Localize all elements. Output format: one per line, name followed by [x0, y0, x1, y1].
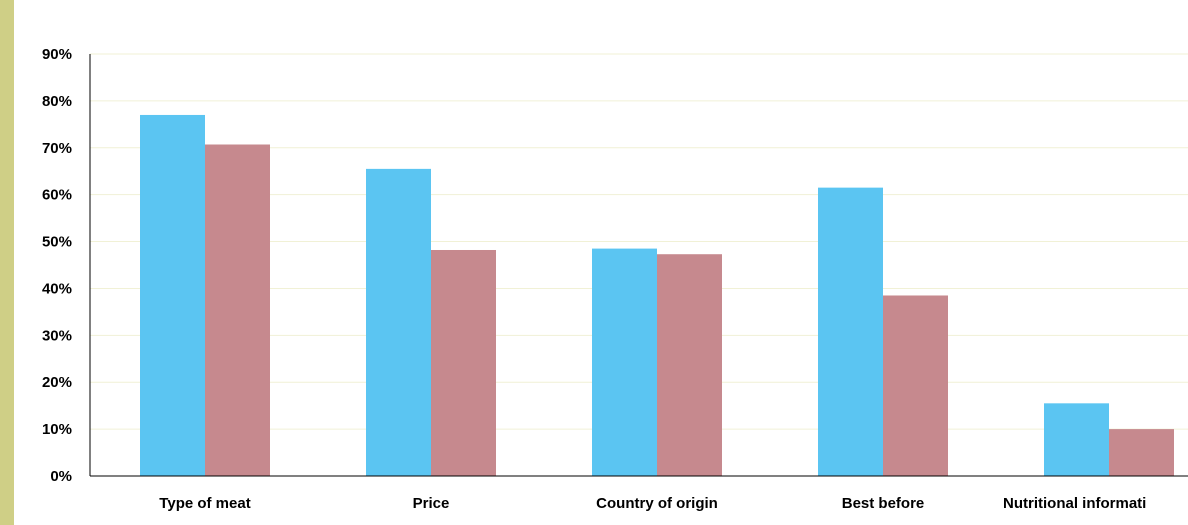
y-tick-label: 60%	[42, 187, 72, 204]
bar	[883, 295, 948, 476]
y-tick-label: 70%	[42, 140, 72, 157]
bar	[431, 249, 496, 476]
y-tick-label: 90%	[42, 46, 72, 63]
y-tick-label: 50%	[42, 234, 72, 251]
bar	[657, 254, 722, 476]
y-tick-label: 20%	[42, 374, 72, 391]
y-tick-label: 80%	[42, 93, 72, 110]
bar	[592, 248, 657, 476]
left-accent-bar	[0, 0, 14, 525]
bar	[205, 144, 270, 477]
x-tick-label: Country of origin	[596, 495, 718, 512]
x-tick-label: Best before	[842, 495, 925, 512]
x-tick-label: Nutritional informati	[1003, 495, 1146, 512]
x-tick-label: Type of meat	[159, 495, 250, 512]
bar	[140, 114, 205, 476]
y-tick-label: 10%	[42, 421, 72, 438]
y-tick-label: 30%	[42, 327, 72, 344]
bar	[1109, 429, 1174, 476]
bar	[366, 168, 431, 476]
bar	[1044, 403, 1109, 476]
y-tick-label: 40%	[42, 280, 72, 297]
x-tick-label: Price	[413, 495, 450, 512]
y-tick-label: 0%	[50, 468, 72, 485]
bar	[818, 187, 883, 476]
